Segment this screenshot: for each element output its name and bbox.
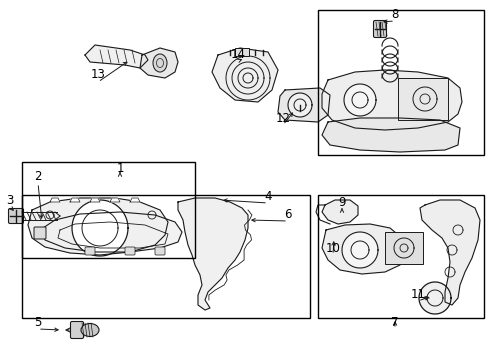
Text: 7: 7 <box>390 315 398 328</box>
Text: 4: 4 <box>264 189 271 202</box>
Text: 14: 14 <box>230 48 245 60</box>
Polygon shape <box>130 198 140 202</box>
FancyBboxPatch shape <box>8 208 23 224</box>
Text: 2: 2 <box>34 170 41 183</box>
Ellipse shape <box>81 324 99 337</box>
Text: 5: 5 <box>34 315 41 328</box>
Polygon shape <box>287 93 311 117</box>
Polygon shape <box>418 282 450 314</box>
FancyBboxPatch shape <box>373 21 386 37</box>
Polygon shape <box>70 198 80 202</box>
Polygon shape <box>321 70 461 130</box>
Polygon shape <box>110 198 120 202</box>
Polygon shape <box>412 87 436 111</box>
FancyBboxPatch shape <box>34 227 46 239</box>
Polygon shape <box>28 198 168 255</box>
Bar <box>384 232 422 264</box>
FancyBboxPatch shape <box>125 247 135 255</box>
Polygon shape <box>419 200 479 305</box>
Polygon shape <box>90 198 100 202</box>
Polygon shape <box>321 224 404 274</box>
Bar <box>235 48 248 56</box>
FancyBboxPatch shape <box>155 247 164 255</box>
Polygon shape <box>140 48 178 78</box>
Polygon shape <box>321 118 459 152</box>
Polygon shape <box>40 212 182 252</box>
Polygon shape <box>278 88 329 122</box>
Text: 1: 1 <box>116 162 123 175</box>
Text: 11: 11 <box>409 288 425 301</box>
Polygon shape <box>72 200 128 256</box>
Polygon shape <box>50 198 60 202</box>
Polygon shape <box>178 198 247 310</box>
Bar <box>22 162 195 258</box>
Polygon shape <box>393 238 413 258</box>
Text: 12: 12 <box>275 112 290 125</box>
Polygon shape <box>212 48 278 102</box>
Polygon shape <box>321 200 357 224</box>
Text: 13: 13 <box>90 68 105 81</box>
Text: 8: 8 <box>390 8 398 21</box>
Bar <box>317 195 483 318</box>
Bar <box>317 10 483 155</box>
Text: 9: 9 <box>338 195 345 208</box>
Polygon shape <box>343 84 375 116</box>
Text: 10: 10 <box>325 242 340 255</box>
Polygon shape <box>341 232 377 268</box>
Polygon shape <box>85 45 148 68</box>
Ellipse shape <box>153 54 167 72</box>
FancyBboxPatch shape <box>70 321 83 338</box>
FancyBboxPatch shape <box>85 247 95 255</box>
Text: 6: 6 <box>284 207 291 220</box>
Bar <box>397 78 447 120</box>
Bar <box>22 195 309 318</box>
Text: 3: 3 <box>6 194 14 207</box>
